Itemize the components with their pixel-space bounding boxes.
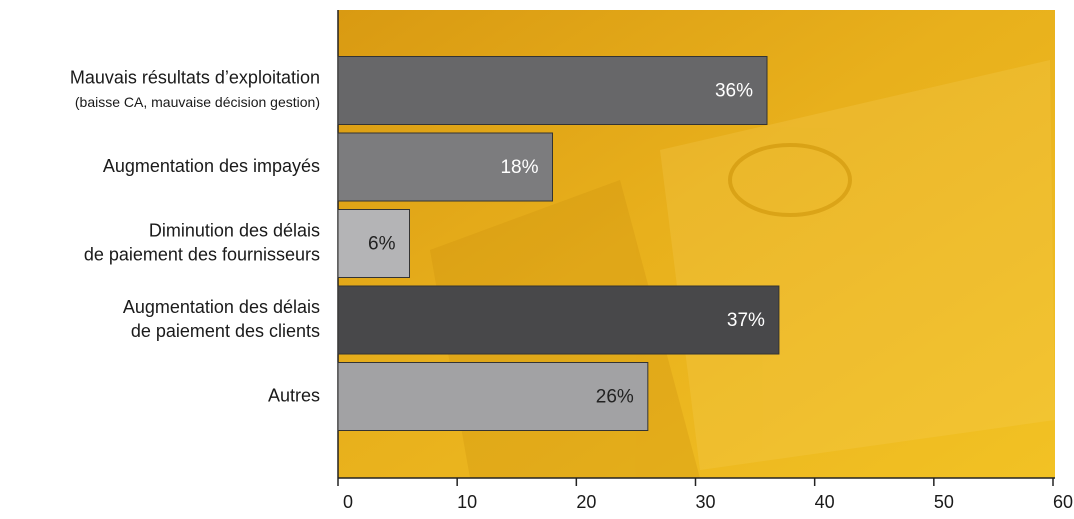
value-label: 18% <box>500 157 538 178</box>
bar <box>337 285 780 355</box>
value-label: 6% <box>368 234 396 255</box>
value-label: 36% <box>715 81 753 102</box>
x-tick-label: 60 <box>1053 492 1073 512</box>
bar <box>337 132 553 202</box>
x-tick-label: 50 <box>934 492 954 512</box>
value-label: 37% <box>727 310 765 331</box>
category-label: Augmentation des impayés <box>103 156 320 176</box>
bar <box>337 209 410 278</box>
category-label: de paiement des clients <box>131 321 320 341</box>
category-label: (baisse CA, mauvaise décision gestion) <box>75 94 320 110</box>
bar <box>337 56 768 125</box>
bar <box>337 362 649 431</box>
category-label: Augmentation des délais <box>123 297 320 317</box>
x-tick-label: 40 <box>815 492 835 512</box>
category-label: Mauvais résultats d’exploitation <box>70 67 320 87</box>
x-tick-label: 0 <box>343 492 353 512</box>
category-label: Diminution des délais <box>149 220 320 240</box>
value-label: 26% <box>596 387 634 408</box>
x-tick-label: 30 <box>695 492 715 512</box>
category-label: Autres <box>268 385 320 405</box>
category-label: de paiement des fournisseurs <box>84 244 320 264</box>
x-tick-label: 20 <box>576 492 596 512</box>
x-tick-label: 10 <box>457 492 477 512</box>
